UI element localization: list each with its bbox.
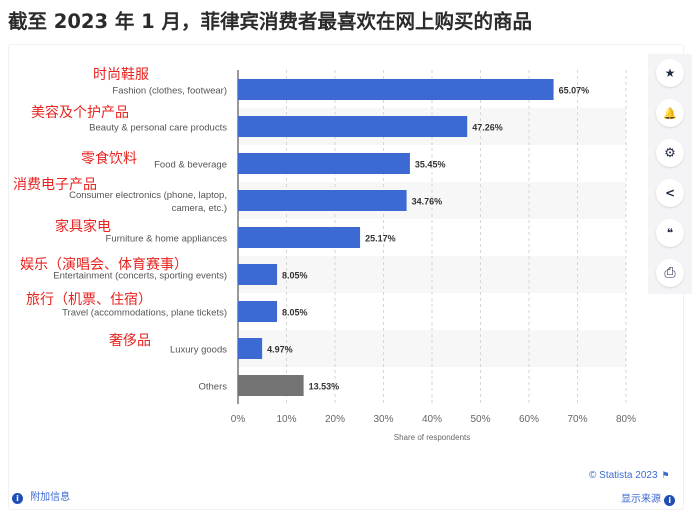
info-icon: i [12,493,23,504]
bar [238,79,554,100]
value-label: 8.05% [282,271,308,281]
category-label: Travel (accommodations, plane tickets) [62,308,227,319]
value-label: 13.53% [309,382,340,392]
annotation-label: 奢侈品 [109,333,151,349]
category-label: Food & beverage [154,160,227,171]
category-label: camera, etc.) [172,203,227,214]
x-tick-label: 80% [616,414,636,425]
value-label: 35.45% [415,160,446,170]
bar [238,301,278,322]
value-label: 25.17% [365,234,396,244]
additional-info-label: 附加信息 [30,492,71,503]
page-title: 截至 2023 年 1 月，菲律宾消费者最喜欢在网上购买的商品 [8,10,532,33]
bar [238,338,263,359]
bell-icon[interactable]: 🔔 [656,99,684,127]
star-icon[interactable]: ★ [656,59,684,87]
bar [238,264,278,285]
x-tick-label: 70% [567,414,587,425]
value-label: 47.26% [472,123,503,133]
x-tick-label: 40% [422,414,442,425]
x-tick-label: 30% [373,414,393,425]
x-tick-label: 0% [231,414,246,425]
value-label: 34.76% [412,197,443,207]
annotation-label: 旅行（机票、住宿） [26,291,152,308]
bar [238,153,410,174]
value-label: 8.05% [282,308,308,318]
x-axis-label: Share of respondents [394,433,471,442]
category-label: Others [198,382,227,393]
annotation-label: 零食饮料 [81,150,137,167]
category-label: Luxury goods [170,345,227,356]
info-icon: i [664,495,676,506]
print-icon[interactable]: ⎙ [656,259,684,287]
annotation-label: 时尚鞋服 [93,67,149,83]
x-tick-label: 50% [470,414,490,425]
value-label: 65.07% [559,86,590,96]
show-source-label: 显示来源 [621,494,661,505]
side-toolbar: ★ 🔔 ⚙ < ❝ ⎙ [648,54,692,294]
show-source-link[interactable]: 显示来源 i [621,490,676,506]
quote-icon[interactable]: ❝ [656,219,684,247]
x-tick-label: 10% [276,414,296,425]
bar [238,227,361,248]
bar [238,190,407,211]
bar [238,116,468,137]
annotation-label: 家具家电 [55,218,111,235]
credit-text: © Statista 2023 [589,470,658,481]
x-tick-label: 60% [519,414,539,425]
statista-credit-link[interactable]: © Statista 2023 ⚑ [589,470,670,481]
annotation-label: 美容及个护产品 [31,104,129,121]
category-label: Entertainment (concerts, sporting events… [53,271,227,282]
additional-info-link[interactable]: i 附加信息 [12,488,70,504]
annotation-label: 娱乐（演唱会、体育赛事） [20,257,188,273]
category-label: Furniture & home appliances [106,234,228,245]
annotation-label: 消费电子产品 [13,177,97,193]
share-icon[interactable]: < [656,179,684,207]
flag-icon: ⚑ [661,470,670,480]
bar [238,375,304,396]
category-label: Consumer electronics (phone, laptop, [69,190,227,201]
x-tick-label: 20% [325,414,345,425]
gear-icon[interactable]: ⚙ [656,139,684,167]
category-label: Beauty & personal care products [89,123,227,134]
category-label: Fashion (clothes, footwear) [112,86,227,97]
value-label: 4.97% [267,345,293,355]
